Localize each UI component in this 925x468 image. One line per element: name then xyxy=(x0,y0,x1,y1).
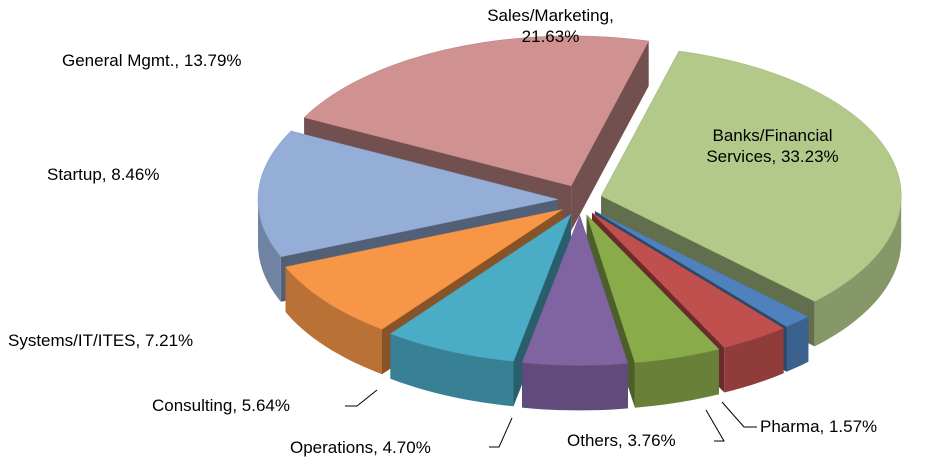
data-label: Operations, 4.70% xyxy=(290,438,431,457)
data-label: Sales/Marketing, 21.63% xyxy=(487,6,614,46)
data-label: General Mgmt., 13.79% xyxy=(62,51,242,70)
slice-wall xyxy=(814,196,902,347)
slice xyxy=(285,209,563,330)
slice-side xyxy=(571,41,649,231)
leader-line xyxy=(721,401,757,428)
slice xyxy=(594,211,809,327)
slice-wall xyxy=(258,199,281,302)
data-label: Startup, 8.46% xyxy=(47,165,160,184)
slice xyxy=(591,212,785,348)
slice xyxy=(303,35,650,187)
leader-line xyxy=(489,417,513,448)
slice xyxy=(389,213,572,362)
slice-wall xyxy=(786,316,809,372)
slice xyxy=(257,130,559,258)
slice-wall xyxy=(285,266,382,375)
leader-line xyxy=(705,409,725,442)
slice-wall xyxy=(724,328,784,393)
data-label: Pharma, 1.57% xyxy=(760,417,878,436)
leader-line xyxy=(345,389,378,407)
slice-wall xyxy=(390,333,514,407)
data-label: Consulting, 5.64% xyxy=(152,396,290,415)
data-label: Systems/IT/ITES, 7.21% xyxy=(8,331,194,350)
data-label: Others, 3.76% xyxy=(567,431,676,450)
slice xyxy=(600,50,902,302)
slice-wall xyxy=(634,349,719,408)
slice xyxy=(521,214,629,366)
data-label: Banks/Financial Services, 33.23% xyxy=(706,126,839,166)
slice-wall xyxy=(522,362,628,411)
slice xyxy=(586,214,720,363)
